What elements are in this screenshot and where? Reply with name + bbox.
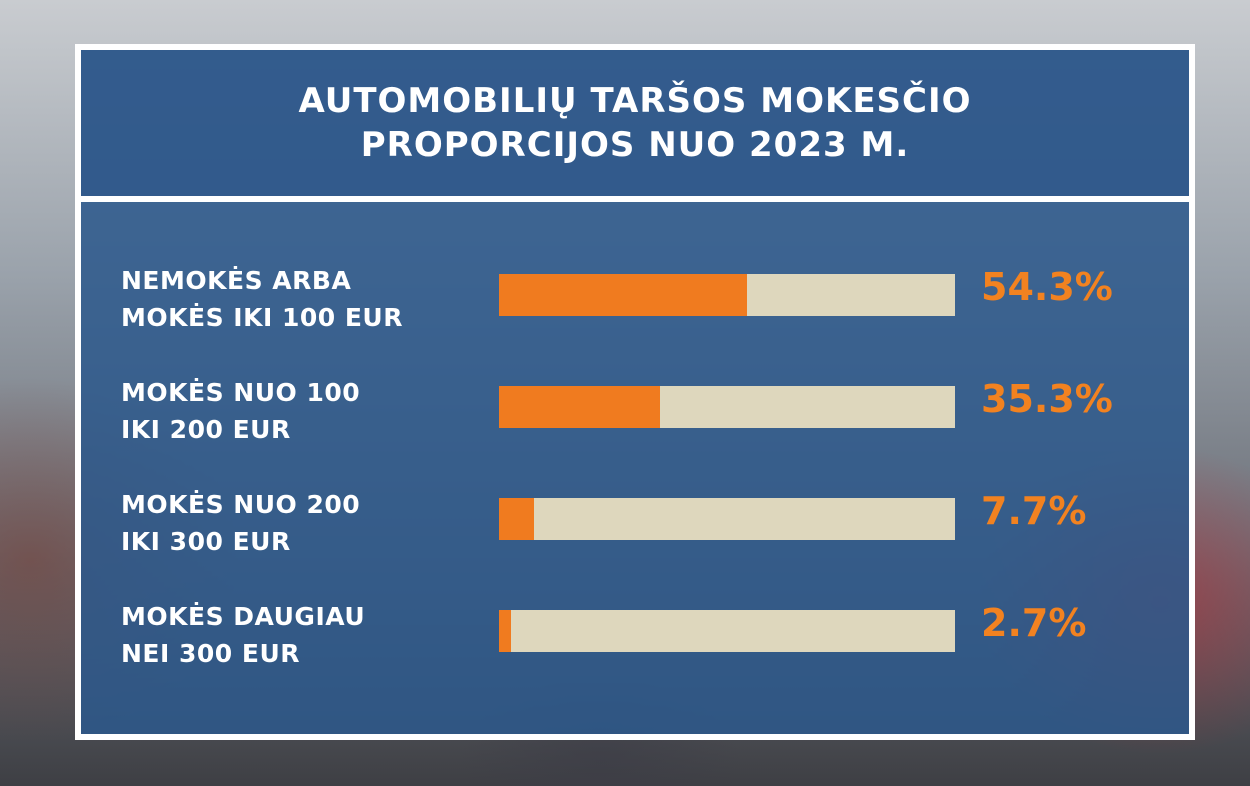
bar-fill bbox=[499, 498, 535, 540]
category-label-line: NEMOKĖS ARBA bbox=[121, 266, 352, 295]
category-label: NEMOKĖS ARBA MOKĖS IKI 100 EUR bbox=[121, 262, 491, 336]
category-label-line: IKI 300 EUR bbox=[121, 527, 291, 556]
category-label-line: MOKĖS IKI 100 EUR bbox=[121, 303, 403, 332]
category-label: MOKĖS NUO 100 IKI 200 EUR bbox=[121, 374, 491, 448]
bar-row: MOKĖS NUO 200 IKI 300 EUR 7.7% bbox=[81, 486, 1189, 566]
bar-track bbox=[499, 274, 955, 316]
title-box: AUTOMOBILIŲ TARŠOS MOKESČIO PROPORCIJOS … bbox=[81, 50, 1189, 202]
bar-track bbox=[499, 386, 955, 428]
value-label: 54.3% bbox=[981, 265, 1113, 309]
category-label-line: MOKĖS NUO 100 bbox=[121, 378, 361, 407]
bar-row: NEMOKĖS ARBA MOKĖS IKI 100 EUR 54.3% bbox=[81, 262, 1189, 342]
value-label: 7.7% bbox=[981, 489, 1087, 533]
category-label: MOKĖS DAUGIAU NEI 300 EUR bbox=[121, 598, 491, 672]
bar-track bbox=[499, 498, 955, 540]
category-label: MOKĖS NUO 200 IKI 300 EUR bbox=[121, 486, 491, 560]
bar-row: MOKĖS NUO 100 IKI 200 EUR 35.3% bbox=[81, 374, 1189, 454]
bar-fill bbox=[499, 274, 747, 316]
bar-fill bbox=[499, 386, 660, 428]
bar-row: MOKĖS DAUGIAU NEI 300 EUR 2.7% bbox=[81, 598, 1189, 678]
category-label-line: MOKĖS NUO 200 bbox=[121, 490, 361, 519]
category-label-line: NEI 300 EUR bbox=[121, 639, 301, 668]
category-label-line: IKI 200 EUR bbox=[121, 415, 291, 444]
value-label: 35.3% bbox=[981, 377, 1113, 421]
chart-panel: AUTOMOBILIŲ TARŠOS MOKESČIO PROPORCIJOS … bbox=[75, 44, 1195, 740]
chart-title-line-1: AUTOMOBILIŲ TARŠOS MOKESČIO bbox=[298, 81, 972, 121]
bar-fill bbox=[499, 610, 512, 652]
category-label-line: MOKĖS DAUGIAU bbox=[121, 602, 366, 631]
chart-title-line-2: PROPORCIJOS NUO 2023 M. bbox=[360, 125, 910, 165]
bar-track bbox=[499, 610, 955, 652]
value-label: 2.7% bbox=[981, 601, 1087, 645]
